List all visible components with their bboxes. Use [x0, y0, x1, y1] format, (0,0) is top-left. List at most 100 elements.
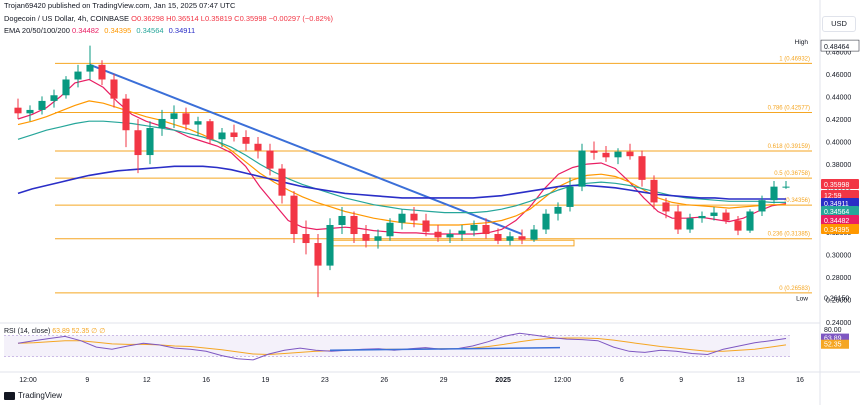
- low-label: Low: [796, 296, 808, 303]
- candle-body: [614, 151, 622, 158]
- candle-body: [662, 202, 670, 212]
- candle-body: [698, 215, 706, 219]
- candle-body: [206, 121, 214, 140]
- candle-body: [770, 186, 778, 201]
- candle-body: [122, 98, 130, 131]
- y-tick-label: 0.44000: [826, 94, 851, 101]
- candle-body: [50, 95, 58, 101]
- candle-body: [326, 224, 334, 266]
- candle-body: [218, 132, 226, 140]
- ema-line: [17, 78, 787, 235]
- candle-body: [26, 109, 34, 114]
- candle-body: [734, 220, 742, 231]
- ema100-value: 0.34564: [136, 26, 164, 35]
- y-tick-label: 0.48000: [826, 49, 851, 56]
- brand-name: TradingView: [18, 391, 63, 400]
- candle-body: [146, 127, 154, 156]
- candle-body: [302, 234, 310, 244]
- candle-body: [230, 132, 238, 138]
- y-tick-label: 0.26000: [826, 297, 851, 304]
- support-zone-box: [327, 239, 575, 247]
- candle-body: [434, 231, 442, 238]
- x-tick-label: 19: [262, 377, 270, 384]
- ema-line: [17, 100, 786, 226]
- candle-body: [458, 230, 466, 235]
- ema-line: [17, 165, 786, 200]
- candle-body: [530, 229, 538, 240]
- x-tick-label: 2025: [495, 377, 511, 384]
- price-badge: [821, 179, 859, 189]
- price-badge-value: 12:59: [824, 193, 842, 200]
- candle-body: [518, 236, 526, 240]
- price-badge-value: 0.34564: [824, 209, 849, 216]
- candle-body: [266, 150, 274, 169]
- footer: TradingView: [4, 391, 62, 400]
- price-badge-value: 0.34911: [824, 201, 849, 208]
- candle-body: [446, 234, 454, 238]
- candle-body: [110, 79, 118, 99]
- y-tick-label: 0.42000: [826, 117, 851, 124]
- high-label: High: [795, 39, 809, 46]
- price-badge: [821, 190, 859, 200]
- candle-body: [350, 215, 358, 235]
- fib-level-label: 1 (0.46932): [779, 56, 810, 62]
- x-tick-label: 6: [620, 377, 624, 384]
- x-tick-label: 23: [321, 377, 329, 384]
- rsi-badge: [821, 333, 849, 343]
- candle-body: [158, 118, 166, 128]
- candle-body: [338, 215, 346, 225]
- candle-body: [758, 200, 766, 212]
- candle-body: [14, 107, 22, 114]
- candle-body: [98, 64, 106, 80]
- ema-label[interactable]: EMA 20/50/100/200: [4, 26, 70, 35]
- high-badge: [820, 39, 860, 52]
- y-tick-label: 0.40000: [826, 140, 851, 147]
- candle-body: [470, 224, 478, 231]
- x-tick-label: 12:00: [19, 377, 37, 384]
- publisher-line: Trojan69420 published on TradingView.com…: [4, 1, 236, 10]
- x-tick-label: 9: [679, 377, 683, 384]
- y-tick-label: 0.30000: [826, 252, 851, 259]
- rsi-label-text[interactable]: RSI (14, close): [4, 328, 51, 335]
- candle-body: [710, 212, 718, 216]
- symbol-name[interactable]: Dogecoin / US Dollar, 4h, COINBASE: [4, 14, 130, 23]
- fib-level-label: (0.34356): [784, 198, 810, 204]
- price-badge-value: 0.35998: [824, 182, 849, 189]
- candle-body: [554, 206, 562, 214]
- tradingview-logo-icon: [4, 391, 15, 400]
- y-tick-label: 0.46000: [826, 72, 851, 79]
- y-tick-label: 0.24000: [826, 320, 851, 327]
- candle-body: [578, 150, 586, 187]
- candle-body: [494, 234, 502, 241]
- price-badge: [821, 206, 859, 216]
- fib-level-label: 0.618 (0.39159): [768, 144, 810, 150]
- candle-body: [62, 79, 70, 96]
- candle-body: [506, 236, 514, 241]
- candle-body: [602, 152, 610, 158]
- candle-body: [362, 234, 370, 241]
- candle-body: [638, 156, 646, 180]
- candle-body: [194, 121, 202, 125]
- candle-body: [674, 211, 682, 230]
- rsi-values: 63.89 52.35 ∅ ∅: [52, 328, 106, 335]
- x-tick-label: 12: [143, 377, 151, 384]
- currency-button[interactable]: USD: [822, 16, 856, 32]
- candle-body: [482, 224, 490, 235]
- candle-body: [398, 213, 406, 223]
- ema50-value: 0.34395: [104, 26, 132, 35]
- candle-body: [626, 151, 634, 157]
- rsi-tick-label: 52.35: [824, 342, 842, 349]
- rsi-tick-label: 80.00: [824, 327, 842, 334]
- candle-body: [422, 220, 430, 232]
- candle-body: [170, 113, 178, 119]
- candle-body: [86, 64, 94, 72]
- candle-body: [74, 71, 82, 80]
- candle-body: [314, 243, 322, 266]
- fib-level-label: 0 (0.26583): [779, 286, 810, 292]
- candle-body: [374, 236, 382, 241]
- candle-body: [650, 179, 658, 203]
- ema200-value: 0.34911: [168, 26, 196, 35]
- candle-body: [38, 100, 46, 110]
